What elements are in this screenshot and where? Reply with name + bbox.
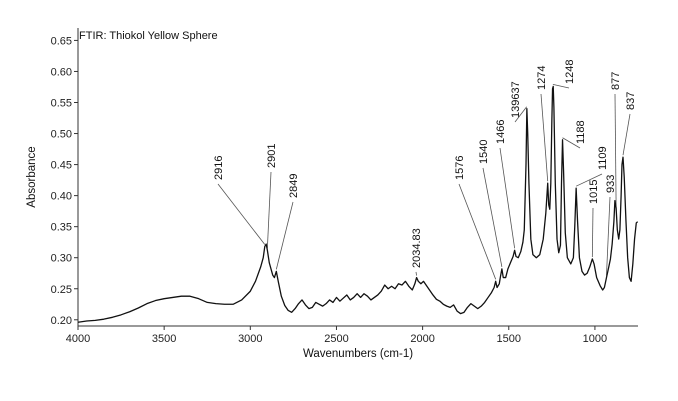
peak-label: 1466 (495, 120, 507, 144)
peak-leader-line (606, 196, 611, 276)
peak-label: 2849 (288, 174, 300, 198)
peak-leader-line (622, 113, 631, 156)
x-tick-label: 1500 (497, 333, 521, 345)
y-tick-label: 0.50 (51, 129, 72, 141)
peak-label: 1576 (454, 156, 466, 180)
x-tick-label: 2000 (410, 333, 434, 345)
peak-label: 933 (605, 175, 617, 193)
peak-leader-line (458, 183, 497, 280)
peak-label: 877 (610, 72, 622, 90)
x-tick-label: 1000 (583, 333, 607, 345)
spectrum-line (77, 85, 639, 323)
x-tick-label: 2500 (324, 333, 348, 345)
y-tick-label: 0.65 (51, 35, 72, 47)
y-tick-label: 0.40 (51, 191, 72, 203)
peak-leader-line (614, 93, 617, 207)
x-tick-label: 3500 (152, 333, 176, 345)
peak-label: 1540 (478, 140, 490, 164)
peak-leader-line (482, 167, 503, 267)
peak-leader-lines (217, 83, 631, 280)
peak-label: 1109 (597, 146, 609, 170)
peak-leader-line (540, 93, 549, 182)
y-axis: 0.20 0.25 0.30 0.35 0.40 0.45 0.50 0.55 0.60 0.65 (51, 35, 78, 327)
peak-label: 2901 (266, 144, 278, 168)
x-tick-label: 4000 (66, 333, 90, 345)
peak-label: 1188 (575, 120, 587, 144)
x-tick-label: 3000 (238, 333, 262, 345)
y-tick-label: 0.55 (51, 98, 72, 110)
peak-label: 2916 (213, 156, 225, 180)
peak-leader-line (217, 183, 266, 245)
chart-title: FTIR: Thiokol Yellow Sphere (79, 30, 218, 42)
peak-leader-line (591, 207, 594, 257)
x-axis: 4000 3500 3000 2500 2000 1500 1000 (66, 326, 607, 345)
y-tick-label: 0.25 (51, 284, 72, 296)
y-tick-label: 0.30 (51, 253, 72, 265)
peak-label: 2034.83 (411, 228, 423, 268)
peak-leader-line (575, 173, 603, 187)
peak-label: 139637 (510, 81, 522, 118)
peak-leader-line (275, 201, 294, 270)
y-tick-label: 0.20 (51, 315, 72, 327)
peak-leader-line (562, 137, 581, 149)
peak-leader-line (499, 147, 516, 249)
peak-leader-line (514, 106, 528, 123)
y-tick-label: 0.60 (51, 66, 72, 78)
peak-leader-line (552, 83, 570, 89)
x-axis-title: Wavenumbers (cm-1) (303, 348, 413, 360)
y-tick-label: 0.45 (51, 160, 72, 172)
y-tick-label: 0.35 (51, 222, 72, 234)
y-axis-title: Absorbance (26, 146, 38, 207)
spectrum-series (77, 85, 639, 323)
peak-label: 1274 (536, 66, 548, 90)
plot-frame (77, 28, 638, 327)
peak-label: 1015 (588, 180, 600, 204)
peak-label: 1248 (564, 60, 576, 84)
peak-leader-line (266, 171, 272, 249)
peak-leader-line (415, 271, 417, 276)
peak-label: 837 (625, 92, 637, 110)
